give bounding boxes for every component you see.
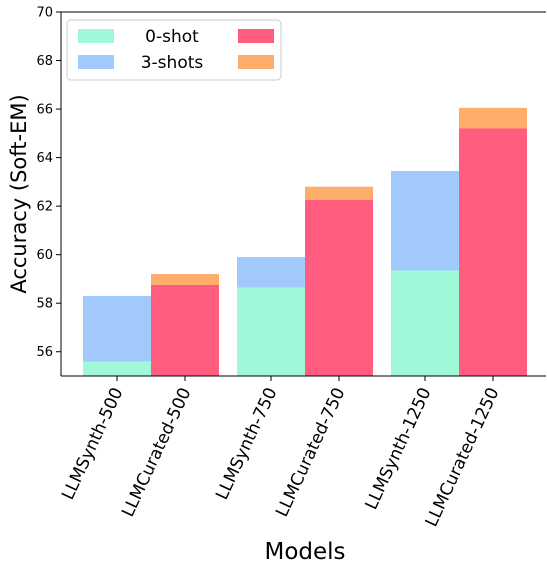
x-axis-label: Models [264, 539, 345, 563]
y-tick-label: 66 [36, 103, 53, 118]
legend-label: 3-shots [141, 53, 204, 73]
axes [60, 11, 546, 377]
bar-0shot-LLMCurated-1250 [459, 128, 527, 376]
bars [83, 107, 527, 376]
x-tick-label: LLMSynth-500 [58, 385, 127, 503]
legend: 0-shot 3-shots [66, 19, 282, 81]
legend-label: 0-shot [145, 27, 199, 47]
y-tick-label: 62 [36, 200, 53, 215]
y-tick-label: 68 [36, 54, 53, 69]
x-tick-label: LLMSynth-1250 [362, 385, 436, 513]
bar-0shot-LLMSynth-750 [237, 287, 305, 376]
y-axis-label: Accuracy (Soft-EM) [7, 94, 31, 293]
legend-swatch [238, 55, 274, 69]
x-tick-label: LLMCurated-1250 [422, 385, 504, 530]
legend-swatch [78, 55, 114, 69]
y-tick-label: 60 [36, 248, 53, 263]
bar-0shot-LLMSynth-1250 [391, 270, 459, 376]
bar-0shot-LLMCurated-500 [151, 285, 219, 376]
legend-swatch [238, 29, 274, 43]
x-tick-label: LLMCurated-750 [272, 385, 349, 520]
y-tick-label: 70 [36, 6, 53, 21]
x-tick-label: LLMCurated-500 [118, 385, 195, 520]
x-tick-label: LLMSynth-750 [212, 385, 281, 503]
y-tick-label: 56 [36, 345, 53, 360]
legend-swatch [78, 29, 114, 43]
legend-frame [66, 19, 282, 81]
bar-0shot-LLMCurated-750 [305, 200, 373, 376]
y-axis-ticks: 56 58 60 62 64 66 68 70 [36, 6, 61, 360]
y-tick-label: 58 [36, 297, 53, 312]
y-tick-label: 64 [36, 151, 53, 166]
bar-0shot-LLMSynth-500 [83, 361, 151, 376]
